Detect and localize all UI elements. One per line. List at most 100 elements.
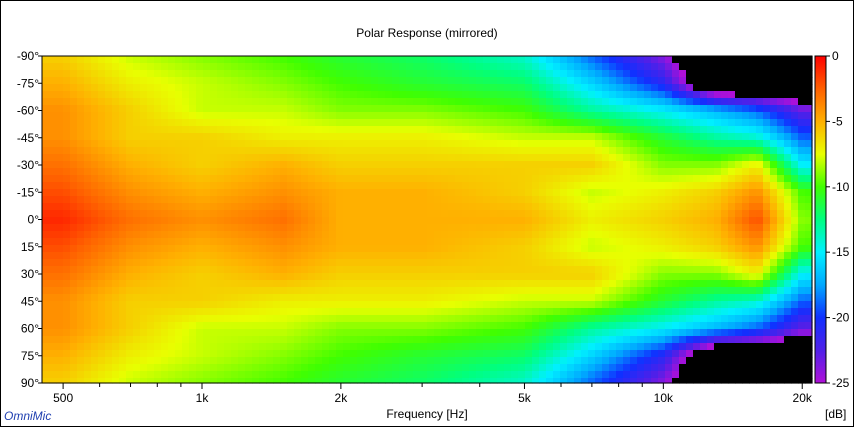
heatmap-cell [63, 329, 71, 337]
heatmap-cell [392, 343, 400, 351]
heatmap-cell [602, 140, 610, 148]
heatmap-cell [224, 280, 232, 288]
heatmap-cell [112, 301, 120, 309]
heatmap-cell [91, 91, 99, 99]
heatmap-cell [56, 301, 64, 309]
heatmap-cell [441, 287, 449, 295]
heatmap-cell [742, 301, 750, 309]
heatmap-cell [518, 224, 526, 232]
heatmap-cell [42, 364, 50, 372]
heatmap-cell [413, 63, 421, 71]
heatmap-cell [525, 119, 533, 127]
heatmap-cell [322, 224, 330, 232]
heatmap-cell [588, 203, 596, 211]
heatmap-cell [70, 301, 78, 309]
heatmap-cell [133, 119, 141, 127]
heatmap-cell [798, 168, 806, 176]
heatmap-cell [777, 238, 785, 246]
heatmap-cell [140, 175, 148, 183]
heatmap-cell [126, 287, 134, 295]
heatmap-cell [763, 336, 771, 344]
heatmap-cell [497, 245, 505, 253]
heatmap-cell [273, 196, 281, 204]
heatmap-cell [287, 350, 295, 358]
heatmap-cell [553, 210, 561, 218]
heatmap-cell [133, 63, 141, 71]
heatmap-cell [357, 238, 365, 246]
heatmap-cell [231, 154, 239, 162]
heatmap-cell [462, 350, 470, 358]
heatmap-cell [231, 350, 239, 358]
heatmap-cell [777, 189, 785, 197]
heatmap-cell [168, 154, 176, 162]
heatmap-cell [189, 140, 197, 148]
heatmap-cell [119, 56, 127, 64]
heatmap-cell [588, 56, 596, 64]
heatmap-cell [301, 196, 309, 204]
heatmap-cell [350, 371, 358, 379]
heatmap-cell [574, 203, 582, 211]
heatmap-cell [287, 112, 295, 120]
heatmap-cell [518, 273, 526, 281]
heatmap-cell [623, 161, 631, 169]
heatmap-cell [714, 343, 722, 351]
heatmap-cell [441, 301, 449, 309]
heatmap-cell [350, 175, 358, 183]
heatmap-cell [147, 322, 155, 330]
heatmap-cell [511, 294, 519, 302]
heatmap-cell [105, 175, 113, 183]
heatmap-cell [707, 364, 715, 372]
heatmap-cell [343, 217, 351, 225]
heatmap-cell [119, 252, 127, 260]
heatmap-cell [266, 287, 274, 295]
heatmap-cell [483, 203, 491, 211]
heatmap-cell [427, 280, 435, 288]
heatmap-cell [210, 259, 218, 267]
heatmap-cell [182, 350, 190, 358]
heatmap-cell [154, 294, 162, 302]
heatmap-cell [448, 84, 456, 92]
heatmap-cell [609, 350, 617, 358]
heatmap-cell [595, 364, 603, 372]
heatmap-cell [686, 175, 694, 183]
heatmap-cell [189, 329, 197, 337]
heatmap-cell [203, 308, 211, 316]
heatmap-cell [455, 231, 463, 239]
heatmap-cell [455, 182, 463, 190]
heatmap-cell [441, 140, 449, 148]
heatmap-cell [231, 77, 239, 85]
heatmap-cell [63, 245, 71, 253]
heatmap-cell [581, 70, 589, 78]
heatmap-cell [504, 231, 512, 239]
heatmap-cell [294, 364, 302, 372]
heatmap-cell [301, 217, 309, 225]
heatmap-cell [210, 217, 218, 225]
heatmap-cell [259, 196, 267, 204]
heatmap-cell [637, 105, 645, 113]
heatmap-cell [798, 357, 806, 365]
heatmap-cell [357, 203, 365, 211]
heatmap-cell [434, 273, 442, 281]
heatmap-cell [189, 133, 197, 141]
heatmap-cell [294, 259, 302, 267]
heatmap-cell [693, 315, 701, 323]
heatmap-cell [385, 105, 393, 113]
heatmap-cell [84, 91, 92, 99]
heatmap-cell [742, 273, 750, 281]
heatmap-cell [490, 196, 498, 204]
heatmap-cell [756, 280, 764, 288]
heatmap-cell [665, 294, 673, 302]
heatmap-cell [777, 84, 785, 92]
heatmap-cell [770, 112, 778, 120]
heatmap-cell [770, 203, 778, 211]
heatmap-cell [112, 294, 120, 302]
heatmap-cell [182, 343, 190, 351]
heatmap-cell [322, 343, 330, 351]
heatmap-cell [448, 112, 456, 120]
heatmap-cell [630, 287, 638, 295]
heatmap-cell [539, 245, 547, 253]
heatmap-cell [378, 105, 386, 113]
heatmap-cell [301, 238, 309, 246]
heatmap-cell [385, 175, 393, 183]
heatmap-cell [371, 84, 379, 92]
